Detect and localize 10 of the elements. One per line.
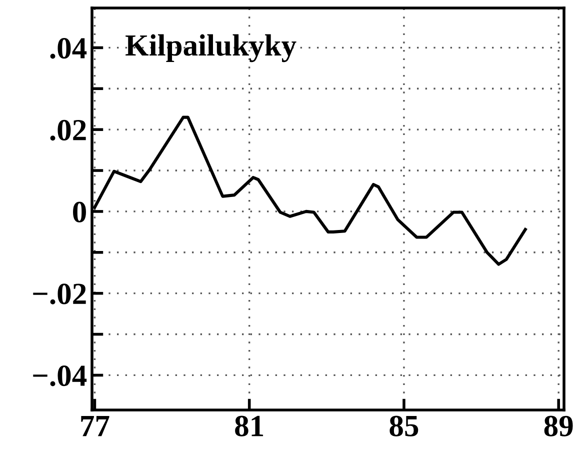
y-tick-label: −.02 [33, 284, 86, 304]
y-tick-label: −.04 [33, 365, 87, 386]
y-tick-label: 0 [73, 202, 86, 222]
y-tick-label: .04 [50, 38, 87, 59]
x-tick-label: 85 [390, 416, 418, 436]
y-tick-label: .02 [50, 120, 86, 141]
x-tick-label: 81 [235, 416, 264, 436]
text: Kilpailukyky [126, 34, 296, 62]
x-tick-label: 89 [544, 416, 573, 436]
x-tick-label: 77 [81, 416, 110, 436]
